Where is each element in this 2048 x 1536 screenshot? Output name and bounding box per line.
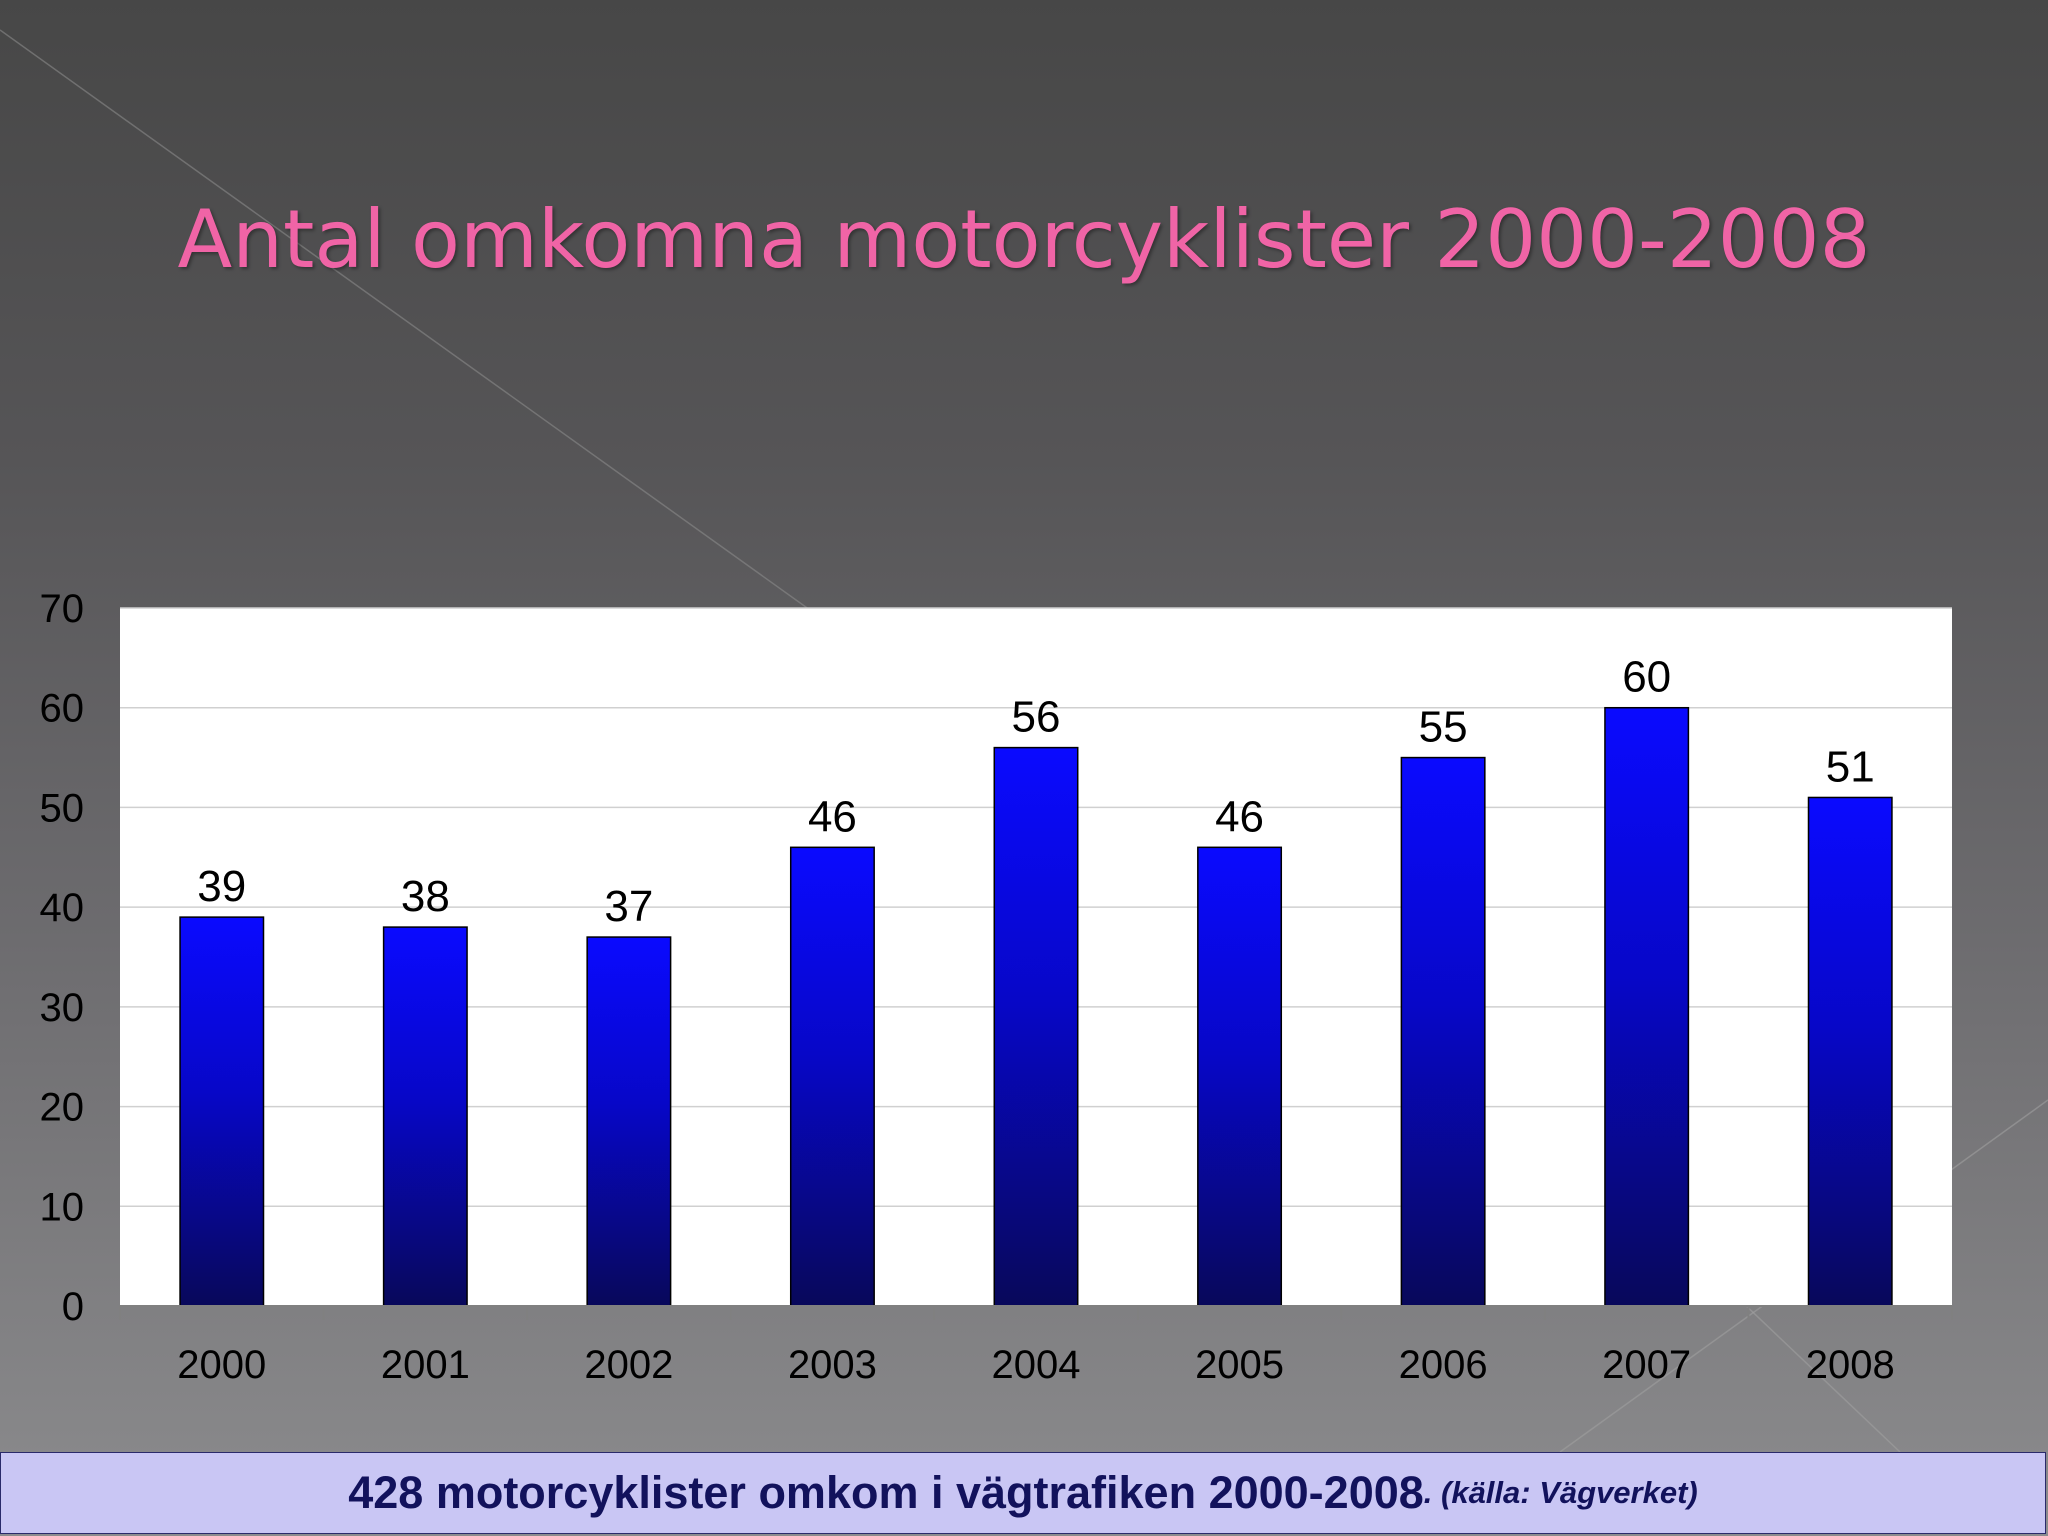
x-tick-label: 2004 (992, 1343, 1081, 1387)
y-tick-label: 20 (40, 1086, 85, 1130)
data-label: 37 (604, 882, 653, 931)
x-tick-label: 2003 (788, 1343, 877, 1387)
y-tick-label: 60 (40, 687, 85, 731)
bars (179, 706, 1893, 1307)
x-axis: 2000 2001 2002 2003 2004 2005 2006 2007 2008 (119, 1305, 1953, 1387)
y-tick-label: 70 (40, 587, 85, 631)
data-labels: 39 38 37 46 56 46 55 60 51 (197, 653, 1874, 931)
x-tick-label: 2000 (177, 1343, 266, 1387)
x-tick-label: 2007 (1602, 1343, 1691, 1387)
data-label: 55 (1419, 703, 1468, 752)
bar (382, 926, 468, 1307)
data-label: 56 (1012, 693, 1061, 742)
y-tick-label: 50 (40, 786, 85, 830)
x-tick-label: 2008 (1806, 1343, 1895, 1387)
bar (789, 846, 875, 1307)
data-label: 46 (1215, 792, 1264, 841)
y-axis: 0 10 20 30 40 50 60 70 (40, 587, 85, 1329)
footer-main-text: 428 motorcyklister omkom i vägtrafiken 2… (348, 1467, 1424, 1518)
decorative-diagonal-line (0, 29, 811, 611)
y-tick-label: 30 (40, 986, 85, 1030)
bar (993, 746, 1079, 1307)
bar (1400, 756, 1486, 1307)
x-tick-label: 2001 (381, 1343, 470, 1387)
footer-banner: 428 motorcyklister omkom i vägtrafiken 2… (0, 1452, 2046, 1534)
data-label: 46 (808, 792, 857, 841)
bar (1807, 796, 1893, 1307)
bar (1604, 706, 1690, 1307)
y-tick-label: 40 (40, 886, 85, 930)
bar (586, 936, 672, 1307)
bar (1197, 846, 1283, 1307)
slide-title: Antal omkomna motorcyklister 2000-2008 (177, 193, 1871, 286)
data-label: 60 (1622, 653, 1671, 702)
bar (179, 916, 265, 1307)
data-label: 39 (197, 862, 246, 911)
y-tick-label: 10 (40, 1185, 85, 1229)
data-label: 51 (1826, 742, 1875, 791)
y-tick-label: 0 (62, 1285, 84, 1329)
data-label: 38 (401, 872, 450, 921)
x-tick-label: 2005 (1195, 1343, 1284, 1387)
x-tick-label: 2002 (584, 1343, 673, 1387)
footer-source-text: . (källa: Vägverket) (1423, 1475, 1698, 1510)
decorative-diagonal-line (1739, 1299, 1901, 1453)
x-tick-label: 2006 (1399, 1343, 1488, 1387)
